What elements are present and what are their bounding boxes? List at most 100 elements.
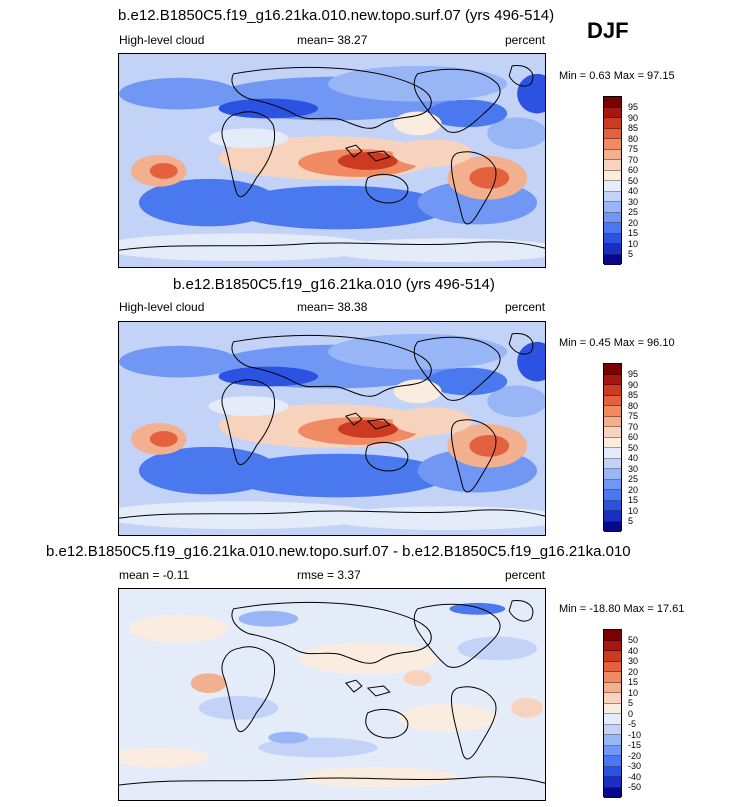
colorbar-tick-label: 50	[628, 635, 639, 645]
colorbar-tick-label: 70	[628, 154, 639, 165]
colorbar-tick-label: 90	[628, 379, 639, 390]
colorbar-tick-label: -10	[628, 729, 642, 740]
coastline	[450, 419, 497, 493]
coastline	[345, 412, 391, 430]
colorbar-tick-label: 15	[628, 677, 639, 687]
panel-3-minmax: Min = -18.80 Max = 17.61	[559, 603, 685, 615]
colorbar-swatch	[604, 682, 621, 693]
colorbar-swatch	[604, 661, 621, 672]
colorbar-tick-label: 0	[628, 708, 634, 719]
panel-2-field-label: High-level cloud	[119, 300, 205, 314]
colorbar-swatch	[604, 672, 621, 683]
coastline	[119, 241, 545, 251]
panel-3-units: percent	[505, 568, 546, 582]
contour-region	[228, 453, 448, 498]
colorbar-tick-label: 40	[628, 645, 639, 656]
colorbar-swatch	[604, 160, 621, 171]
contour-region	[208, 128, 289, 149]
colorbar-swatch	[604, 128, 621, 139]
coastline	[221, 379, 275, 466]
coastline	[450, 151, 497, 225]
colorbar-tick-label: 60	[628, 165, 639, 175]
colorbar-swatch	[604, 212, 621, 223]
colorbar-swatch	[604, 364, 621, 375]
season-label: DJF	[587, 18, 629, 43]
coastline	[508, 65, 534, 87]
coastline	[119, 509, 545, 519]
panel-1-colorbar: 95 90 85 80 75 70 60 50 40 30 25 20 15 10 5	[603, 96, 638, 265]
contour-region	[427, 367, 508, 396]
colorbar-swatch	[604, 223, 621, 234]
panel-3-map	[118, 588, 546, 801]
panel-1-map	[118, 53, 546, 268]
coastline	[231, 334, 432, 397]
colorbar-tick-label: 10	[628, 505, 639, 516]
panel-2-mean: mean= 38.38	[297, 300, 368, 314]
colorbar-swatch	[604, 97, 621, 108]
colorbar-tick-label: 10	[628, 687, 639, 698]
panel-3-map-field	[119, 589, 545, 800]
colorbar-tick-label: 75	[628, 411, 639, 421]
colorbar-tick-label: 5	[628, 698, 634, 708]
coastline	[345, 679, 391, 697]
colorbar-swatch	[604, 448, 621, 459]
colorbar-tick-label: 10	[628, 238, 639, 249]
panel-1-field-label: High-level cloud	[119, 33, 205, 47]
contour-region	[149, 430, 178, 447]
colorbar-tick-label: 40	[628, 453, 639, 463]
colorbar-tick-label: 5	[628, 516, 634, 526]
colorbar-tick-label: 80	[628, 400, 639, 411]
panel-2-minmax: Min = 0.45 Max = 96.10	[559, 337, 675, 349]
colorbar-tick-label: 30	[628, 463, 639, 474]
contour-region	[208, 396, 289, 417]
colorbar-swatch	[604, 630, 621, 641]
colorbar-tick-label: 70	[628, 421, 639, 432]
panel-1-units: percent	[505, 33, 546, 47]
coastline	[365, 441, 409, 472]
colorbar-tick-label: 60	[628, 432, 639, 442]
contour-region	[119, 747, 209, 768]
colorbar-tick-label: -30	[628, 761, 642, 771]
contour-region	[392, 407, 473, 435]
colorbar-tick-label: 30	[628, 656, 639, 666]
colorbar-swatch	[604, 437, 621, 448]
colorbar-swatch	[604, 521, 621, 532]
colorbar-tick-label: -5	[628, 719, 637, 729]
panel-1-minmax: Min = 0.63 Max = 97.15	[559, 70, 675, 82]
contour-region	[457, 636, 538, 661]
colorbar-swatch	[604, 149, 621, 160]
colorbar-swatch	[604, 406, 621, 417]
contour-region	[328, 333, 508, 370]
panel-2-units: percent	[505, 300, 546, 314]
colorbar-tick-label: 95	[628, 102, 639, 112]
contour-region	[119, 233, 378, 262]
colorbar-tick-label: -40	[628, 771, 642, 782]
contour-region	[298, 767, 458, 788]
colorbar-tick-label: 85	[628, 123, 639, 133]
contour-region	[119, 345, 239, 378]
contour-region	[517, 341, 545, 382]
colorbar-swatch	[604, 181, 621, 192]
colorbar-swatch	[604, 479, 621, 490]
colorbar-tick-label: -50	[628, 782, 642, 792]
coastline	[231, 66, 432, 129]
colorbar-tick-label: 50	[628, 175, 639, 186]
panel-2-map-field	[119, 322, 545, 535]
contour-region	[198, 695, 279, 720]
colorbar-swatch	[604, 254, 621, 265]
coastline	[345, 144, 391, 162]
panel-1-mean: mean= 38.27	[297, 33, 368, 47]
colorbar-tick-label: -20	[628, 750, 642, 761]
coastline	[231, 601, 432, 664]
contour-region	[238, 610, 299, 627]
colorbar-swatch	[604, 714, 621, 725]
colorbar-tick-label: 75	[628, 144, 639, 154]
contour-region	[449, 602, 506, 615]
colorbar-tick-label: 25	[628, 474, 639, 484]
colorbar-swatch	[604, 490, 621, 501]
colorbar-tick-label: 95	[628, 369, 639, 379]
colorbar-swatch	[604, 374, 621, 385]
colorbar-swatch	[604, 651, 621, 662]
contour-region	[119, 501, 378, 530]
panel-3-mean: mean = -0.11	[119, 568, 190, 582]
